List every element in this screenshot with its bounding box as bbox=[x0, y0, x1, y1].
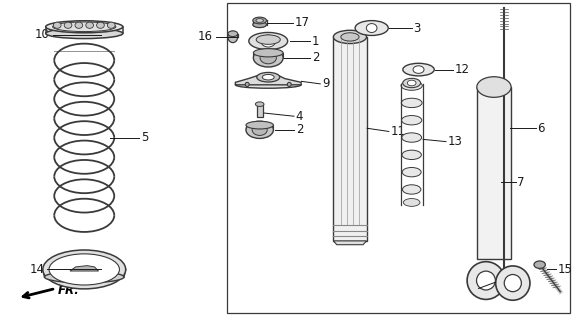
Bar bbox=[477, 87, 511, 259]
Text: 4: 4 bbox=[295, 110, 303, 123]
Text: 10: 10 bbox=[35, 28, 50, 41]
Text: 3: 3 bbox=[413, 21, 421, 35]
Ellipse shape bbox=[249, 32, 288, 50]
Ellipse shape bbox=[86, 22, 93, 28]
Text: 8: 8 bbox=[469, 283, 475, 296]
Ellipse shape bbox=[402, 133, 422, 142]
Ellipse shape bbox=[402, 116, 422, 125]
Ellipse shape bbox=[64, 22, 72, 28]
Ellipse shape bbox=[54, 22, 61, 28]
Ellipse shape bbox=[263, 75, 274, 80]
Text: 6: 6 bbox=[537, 122, 545, 135]
Ellipse shape bbox=[46, 28, 123, 39]
Ellipse shape bbox=[44, 271, 124, 283]
Ellipse shape bbox=[245, 82, 249, 86]
Ellipse shape bbox=[413, 66, 424, 73]
Ellipse shape bbox=[49, 254, 119, 285]
Ellipse shape bbox=[403, 78, 421, 88]
Text: FR.: FR. bbox=[57, 284, 79, 297]
Ellipse shape bbox=[403, 198, 420, 206]
Ellipse shape bbox=[228, 31, 238, 43]
Ellipse shape bbox=[75, 22, 83, 28]
Polygon shape bbox=[334, 241, 366, 245]
Ellipse shape bbox=[257, 72, 280, 82]
Ellipse shape bbox=[355, 20, 388, 36]
Text: 2: 2 bbox=[295, 124, 303, 136]
Text: 14: 14 bbox=[29, 263, 44, 276]
Ellipse shape bbox=[96, 22, 104, 28]
Ellipse shape bbox=[246, 121, 273, 139]
Ellipse shape bbox=[43, 250, 126, 289]
Ellipse shape bbox=[46, 21, 123, 33]
Ellipse shape bbox=[467, 262, 505, 300]
Ellipse shape bbox=[256, 102, 264, 107]
Ellipse shape bbox=[477, 77, 511, 97]
Ellipse shape bbox=[253, 49, 283, 67]
Ellipse shape bbox=[253, 49, 283, 57]
Text: 15: 15 bbox=[557, 263, 572, 276]
Ellipse shape bbox=[246, 121, 273, 129]
Ellipse shape bbox=[260, 52, 276, 64]
Ellipse shape bbox=[403, 63, 434, 76]
Text: 1: 1 bbox=[312, 35, 319, 48]
Ellipse shape bbox=[402, 150, 421, 160]
Text: 11: 11 bbox=[391, 125, 406, 138]
Ellipse shape bbox=[366, 24, 377, 33]
Ellipse shape bbox=[534, 261, 545, 268]
Polygon shape bbox=[235, 74, 301, 85]
Bar bbox=[334, 37, 366, 241]
Bar bbox=[257, 104, 263, 117]
Text: 5: 5 bbox=[141, 131, 148, 144]
Ellipse shape bbox=[53, 22, 116, 32]
Ellipse shape bbox=[341, 33, 359, 41]
Polygon shape bbox=[70, 266, 99, 271]
Ellipse shape bbox=[496, 266, 530, 300]
Ellipse shape bbox=[287, 82, 291, 86]
Ellipse shape bbox=[235, 81, 301, 88]
Ellipse shape bbox=[401, 81, 422, 90]
Ellipse shape bbox=[402, 167, 421, 177]
Ellipse shape bbox=[253, 17, 267, 24]
Ellipse shape bbox=[477, 271, 496, 290]
Ellipse shape bbox=[107, 22, 115, 28]
Ellipse shape bbox=[334, 30, 366, 44]
Text: 2: 2 bbox=[312, 51, 319, 64]
Ellipse shape bbox=[256, 35, 280, 44]
Ellipse shape bbox=[504, 275, 522, 292]
Text: 13: 13 bbox=[448, 135, 463, 148]
Text: 12: 12 bbox=[455, 63, 470, 76]
Text: 17: 17 bbox=[294, 16, 309, 29]
Ellipse shape bbox=[407, 80, 416, 86]
Ellipse shape bbox=[228, 31, 238, 36]
Ellipse shape bbox=[261, 35, 276, 47]
Ellipse shape bbox=[252, 124, 267, 135]
Ellipse shape bbox=[256, 19, 264, 22]
Text: 16: 16 bbox=[198, 30, 213, 44]
Ellipse shape bbox=[402, 185, 421, 194]
Ellipse shape bbox=[401, 98, 422, 108]
Ellipse shape bbox=[253, 22, 267, 28]
Text: 7: 7 bbox=[518, 176, 525, 189]
Text: 9: 9 bbox=[322, 77, 329, 90]
